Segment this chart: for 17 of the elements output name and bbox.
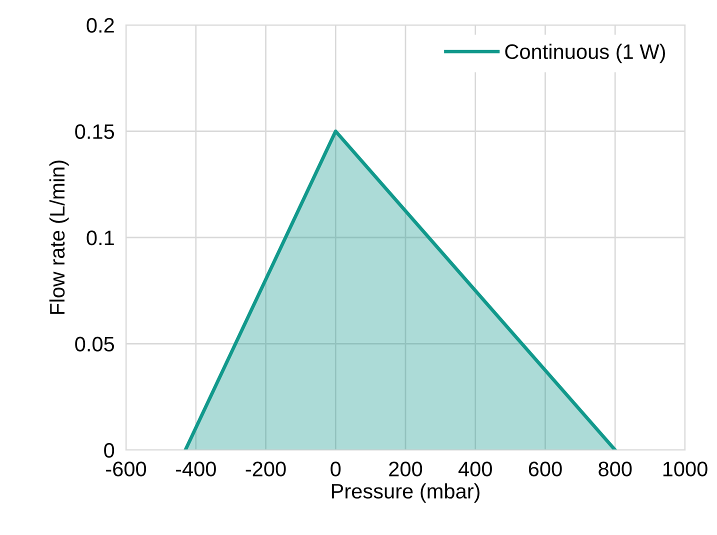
y-tick-label: 0.2	[86, 18, 114, 33]
x-tick-label: 600	[528, 462, 562, 476]
x-tick-label: -200	[246, 462, 286, 476]
x-tick-label: 0	[330, 462, 341, 476]
x-axis-title: Pressure (mbar)	[332, 483, 480, 503]
y-tick-label: 0.15	[75, 124, 114, 140]
x-tick-label: -600	[106, 462, 146, 476]
x-tick-label: 800	[598, 462, 632, 476]
y-axis-title: Flow rate (L/min)	[49, 160, 69, 314]
y-tick-label: 0.05	[75, 336, 114, 352]
y-tick-label: 0	[104, 443, 114, 458]
x-tick-label: 1000	[663, 462, 708, 476]
y-tick-label: 0.1	[86, 230, 114, 246]
x-tick-label: 400	[458, 462, 492, 476]
x-tick-label: 200	[389, 462, 422, 476]
legend-label: Continuous (1 W)	[505, 44, 665, 64]
x-tick-label: -400	[176, 462, 216, 476]
